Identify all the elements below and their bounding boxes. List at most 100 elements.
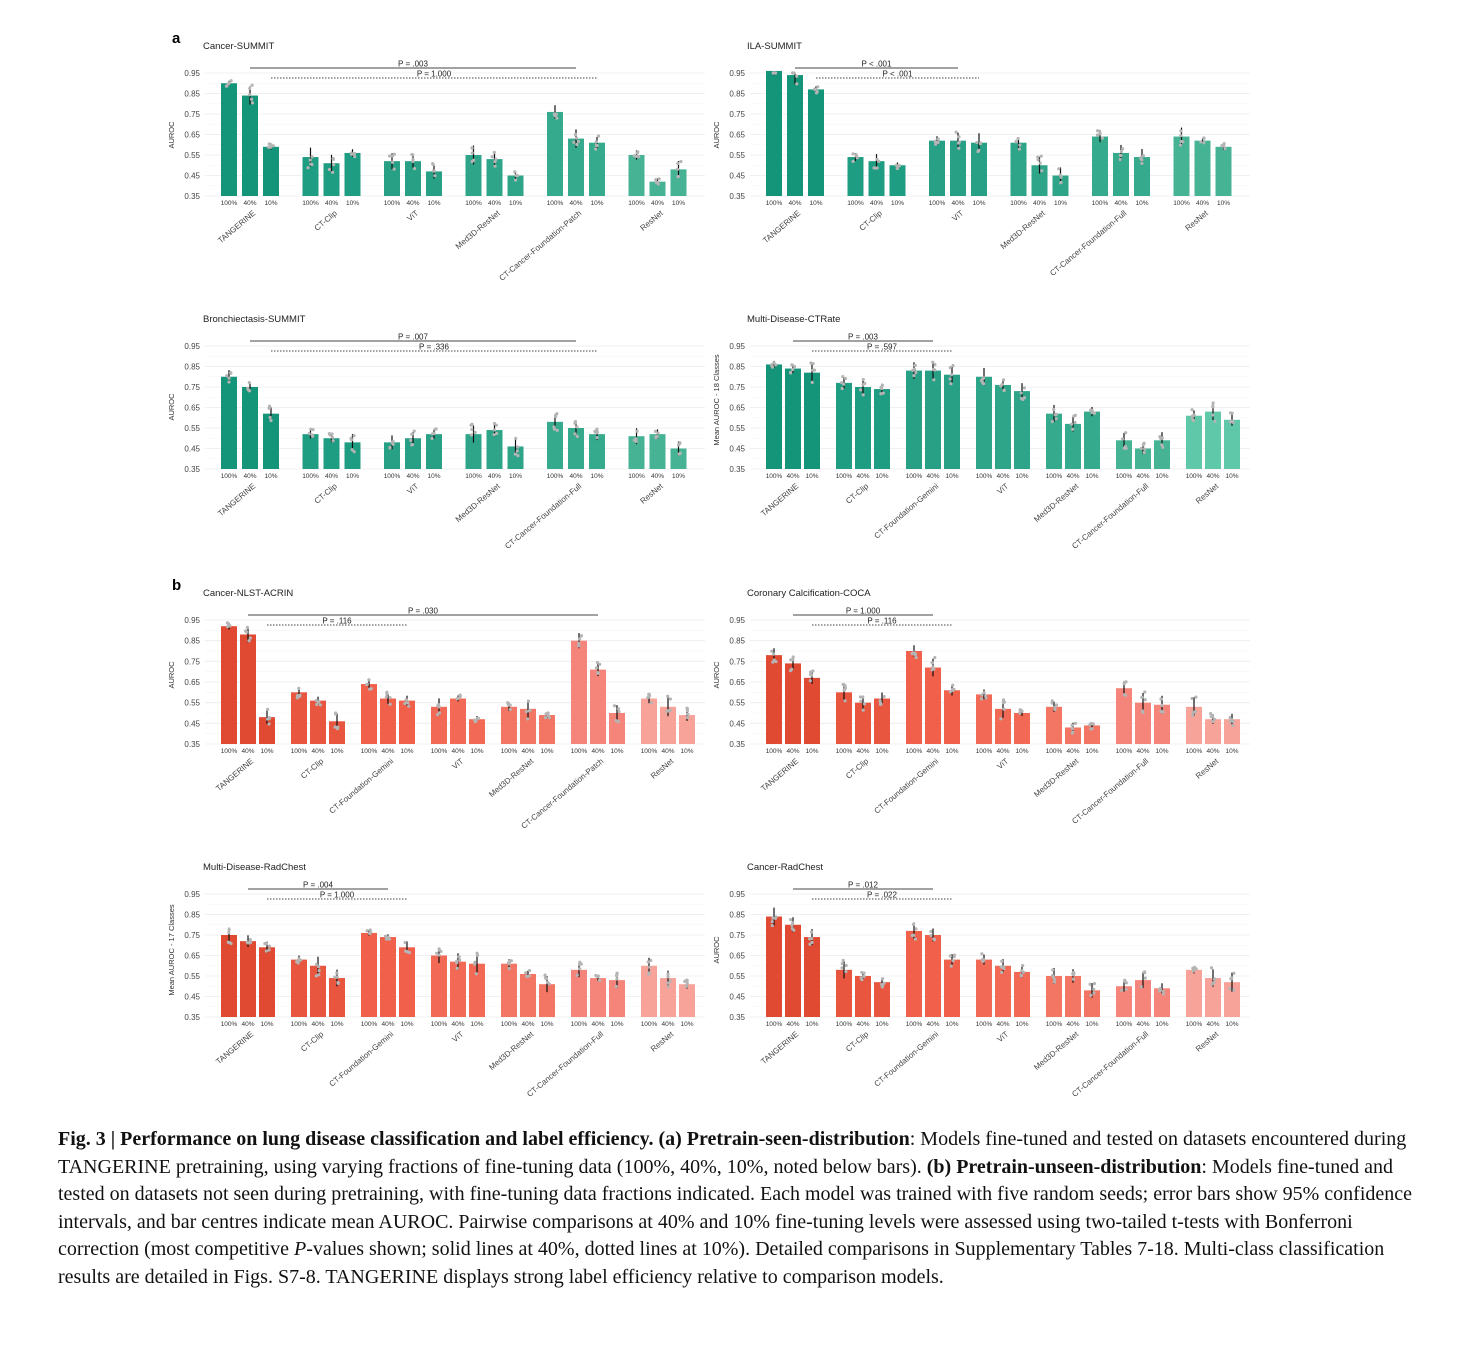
fraction-label: 10% bbox=[346, 473, 359, 480]
model-label: CT-Cancer-Foundation-Patch bbox=[497, 209, 583, 283]
bar bbox=[944, 374, 960, 469]
chart-4: Multi-Disease-CTRate Mean AUROC - 18 Clas… bbox=[712, 314, 1250, 551]
chart-title: Multi-Disease-RadChest bbox=[203, 862, 306, 873]
fraction-label: 100% bbox=[221, 748, 238, 755]
y-tick-label: 0.65 bbox=[729, 678, 745, 687]
fraction-label: 10% bbox=[875, 473, 888, 480]
seed-point bbox=[1123, 978, 1127, 982]
seed-point bbox=[1141, 710, 1145, 715]
seed-point bbox=[247, 389, 252, 393]
bar bbox=[329, 978, 345, 1017]
seed-point bbox=[635, 429, 639, 433]
seed-point bbox=[1073, 721, 1078, 726]
y-tick-label: 0.35 bbox=[184, 192, 200, 201]
seed-point bbox=[1141, 443, 1145, 447]
seed-point bbox=[577, 637, 582, 641]
bar bbox=[240, 941, 256, 1017]
bar bbox=[242, 95, 258, 196]
fraction-label: 10% bbox=[672, 200, 685, 207]
seed-point bbox=[1124, 431, 1128, 435]
seed-point bbox=[685, 978, 689, 982]
seed-point bbox=[508, 707, 512, 712]
fraction-label: 40% bbox=[243, 473, 256, 480]
bar bbox=[628, 155, 645, 196]
seed-point bbox=[1036, 155, 1040, 159]
fraction-label: 100% bbox=[361, 1021, 378, 1028]
seed-point bbox=[615, 971, 619, 975]
seed-point bbox=[1018, 708, 1022, 712]
seed-point bbox=[636, 150, 640, 154]
chart-1: Cancer-SUMMIT AUROC 0.35 0.45 0.55 0.65 0.75 0.… bbox=[167, 41, 705, 283]
bar bbox=[323, 438, 340, 469]
fraction-label: 40% bbox=[311, 1021, 324, 1028]
fraction-label: 10% bbox=[509, 200, 522, 207]
seed-point bbox=[404, 698, 408, 702]
panel-label-b: b bbox=[172, 577, 182, 594]
fraction-label: 40% bbox=[1196, 200, 1209, 207]
seed-point bbox=[646, 960, 650, 964]
seed-point bbox=[317, 968, 321, 973]
seed-point bbox=[578, 967, 582, 971]
seed-point bbox=[936, 137, 940, 141]
bar bbox=[855, 387, 871, 469]
bar bbox=[855, 976, 871, 1017]
charts-svg: Cancer-SUMMIT AUROC 0.35 0.45 0.55 0.65 0.75 0.… bbox=[167, 41, 1250, 1099]
seed-point bbox=[1160, 710, 1164, 714]
seed-point bbox=[930, 661, 934, 665]
seed-point bbox=[1202, 141, 1206, 145]
fraction-label: 10% bbox=[260, 1021, 273, 1028]
bar bbox=[1014, 971, 1030, 1017]
seed-point bbox=[437, 947, 441, 951]
seed-point bbox=[555, 116, 559, 120]
y-tick-label: 0.95 bbox=[729, 342, 745, 351]
bar bbox=[263, 146, 279, 196]
seed-point bbox=[528, 708, 532, 712]
seed-point bbox=[843, 686, 848, 690]
fraction-label: 10% bbox=[400, 1021, 413, 1028]
seed-point bbox=[1202, 136, 1206, 140]
seed-point bbox=[353, 154, 357, 159]
seed-point bbox=[552, 427, 557, 431]
seed-point bbox=[391, 442, 395, 446]
y-tick-label: 0.35 bbox=[184, 740, 200, 749]
bar bbox=[329, 721, 345, 744]
seed-point bbox=[1231, 719, 1235, 724]
fraction-label: 10% bbox=[1155, 748, 1168, 755]
model-label: TANGERINE bbox=[214, 757, 255, 794]
p-value-label: P = .022 bbox=[867, 891, 897, 900]
bar bbox=[1014, 391, 1030, 469]
seed-point bbox=[597, 978, 602, 982]
seed-point bbox=[685, 706, 689, 710]
fraction-label: 10% bbox=[1155, 473, 1168, 480]
seed-point bbox=[648, 965, 652, 969]
seed-point bbox=[860, 970, 864, 975]
seed-point bbox=[490, 155, 494, 159]
seed-point bbox=[271, 144, 276, 148]
seed-point bbox=[879, 392, 883, 396]
seed-point bbox=[637, 155, 641, 159]
bar bbox=[1116, 986, 1132, 1017]
model-label: ViT bbox=[950, 209, 965, 224]
fraction-label: 10% bbox=[1217, 200, 1230, 207]
model-label: CT-Clip bbox=[299, 756, 326, 780]
seed-point bbox=[455, 966, 459, 970]
seed-point bbox=[1209, 712, 1213, 716]
seed-point bbox=[403, 701, 407, 706]
seed-point bbox=[791, 655, 795, 659]
seed-point bbox=[1072, 414, 1076, 418]
bar bbox=[1031, 165, 1048, 196]
fraction-label: 10% bbox=[590, 200, 603, 207]
fraction-label: 100% bbox=[571, 1021, 588, 1028]
seed-point bbox=[352, 450, 356, 454]
seed-point bbox=[1199, 140, 1203, 144]
chart-5: Cancer-NLST-ACRIN AUROC 0.35 0.45 0.55 0.65 0.… bbox=[167, 588, 705, 831]
fraction-label: 40% bbox=[521, 748, 534, 755]
seed-point bbox=[1194, 695, 1198, 699]
seed-point bbox=[1160, 443, 1164, 447]
y-tick-label: 0.55 bbox=[184, 424, 200, 433]
y-tick-label: 0.85 bbox=[184, 363, 200, 372]
bar bbox=[679, 715, 695, 744]
bar bbox=[995, 708, 1011, 744]
seed-point bbox=[1022, 396, 1027, 400]
seed-point bbox=[1120, 988, 1124, 992]
